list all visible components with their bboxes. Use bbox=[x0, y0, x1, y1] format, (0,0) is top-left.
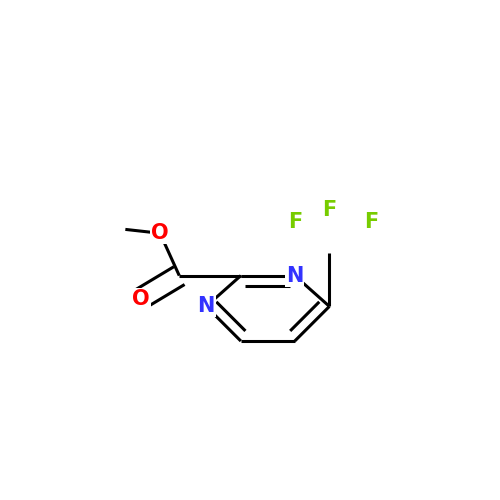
Text: N: N bbox=[286, 266, 304, 285]
Text: N: N bbox=[198, 296, 215, 316]
Text: O: O bbox=[151, 223, 169, 244]
Text: F: F bbox=[364, 212, 379, 232]
Text: F: F bbox=[288, 212, 302, 232]
Text: O: O bbox=[132, 288, 150, 308]
Text: F: F bbox=[322, 200, 336, 220]
